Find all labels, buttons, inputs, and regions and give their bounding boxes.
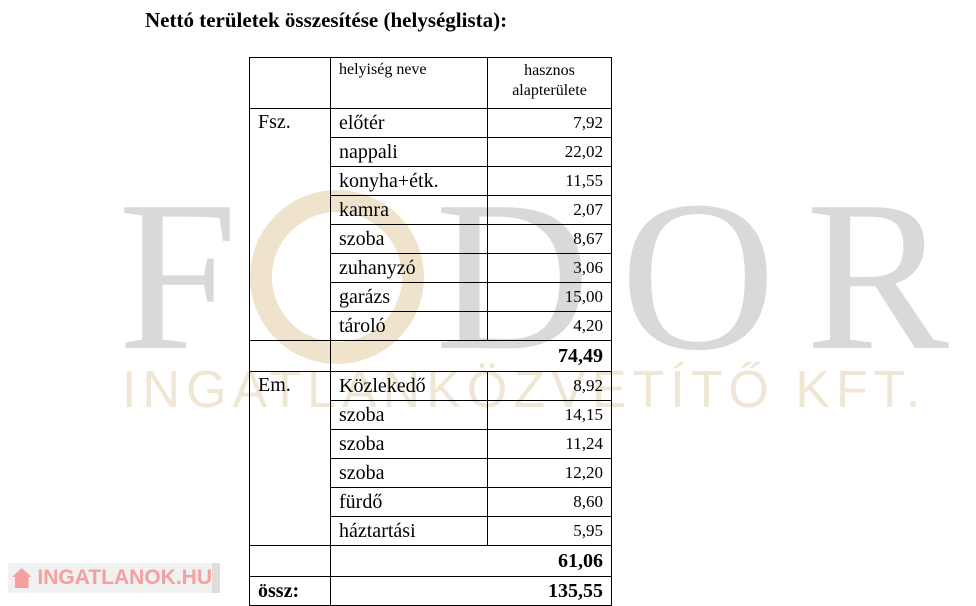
- table-row: Em. Közlekedő 8,92: [249, 371, 612, 546]
- table-row: zuhanyzó 3,06: [250, 253, 612, 283]
- subtotal-value: 74,49: [330, 340, 612, 372]
- table-row: konyha+étk. 11,55: [250, 166, 612, 196]
- room-area: 8,92: [487, 371, 612, 401]
- table-row: Fsz. előtér 7,92: [249, 108, 612, 341]
- room-name: szoba: [330, 224, 488, 254]
- table-row: garázs 15,00: [250, 282, 612, 312]
- room-name: szoba: [330, 429, 488, 459]
- room-area: 11,55: [487, 166, 612, 196]
- floor-label: Em.: [249, 371, 331, 546]
- room-name: Közlekedő: [330, 371, 488, 401]
- room-area: 3,06: [487, 253, 612, 283]
- room-name: zuhanyzó: [330, 253, 488, 283]
- room-name: konyha+étk.: [330, 166, 488, 196]
- subtotal-value: 61,06: [330, 545, 612, 577]
- table-row: kamra 2,07: [250, 195, 612, 225]
- table-row: tároló 4,20: [250, 311, 612, 341]
- room-name: nappali: [330, 137, 488, 167]
- room-area: 11,24: [487, 429, 612, 459]
- room-area: 7,92: [487, 108, 612, 138]
- room-name: szoba: [330, 400, 488, 430]
- room-area: 2,07: [487, 195, 612, 225]
- room-area: 8,67: [487, 224, 612, 254]
- subtotal-row: 74,49: [249, 340, 612, 372]
- floor-label: Fsz.: [249, 108, 331, 341]
- header-floor: [249, 57, 331, 109]
- room-name: előtér: [330, 108, 488, 138]
- ingatlanok-badge[interactable]: INGATLANOK.HU: [8, 563, 220, 593]
- room-name: kamra: [330, 195, 488, 225]
- room-area-table: helyiség neve hasznos alapterülete Fsz. elő…: [249, 57, 612, 606]
- header-row: helyiség neve hasznos alapterülete: [249, 57, 612, 109]
- room-name: tároló: [330, 311, 488, 341]
- room-area: 12,20: [487, 458, 612, 488]
- room-area: 14,15: [487, 400, 612, 430]
- table-row: fürdő 8,60: [250, 487, 612, 517]
- room-area: 4,20: [487, 311, 612, 341]
- header-room-name: helyiség neve: [330, 57, 488, 109]
- room-name: szoba: [330, 458, 488, 488]
- table-row: háztartási 5,95: [250, 516, 612, 546]
- empty-cell: [249, 340, 331, 372]
- document-title: Nettó területek összesítése (helységlist…: [145, 8, 508, 32]
- total-row: össz: 135,55: [249, 576, 612, 606]
- header-area: hasznos alapterülete: [487, 57, 612, 109]
- badge-text: INGATLANOK.HU: [37, 566, 212, 589]
- subtotal-row: 61,06: [249, 545, 612, 577]
- room-name: fürdő: [330, 487, 488, 517]
- room-name: garázs: [330, 282, 488, 312]
- total-label: össz:: [249, 576, 331, 606]
- room-area: 15,00: [487, 282, 612, 312]
- total-value: 135,55: [330, 576, 612, 606]
- room-area: 8,60: [487, 487, 612, 517]
- table-row: szoba 12,20: [250, 458, 612, 488]
- table-row: szoba 14,15: [250, 400, 612, 430]
- room-name: háztartási: [330, 516, 488, 546]
- house-icon: [12, 568, 32, 588]
- room-area: 5,95: [487, 516, 612, 546]
- room-area: 22,02: [487, 137, 612, 167]
- empty-cell: [249, 545, 331, 577]
